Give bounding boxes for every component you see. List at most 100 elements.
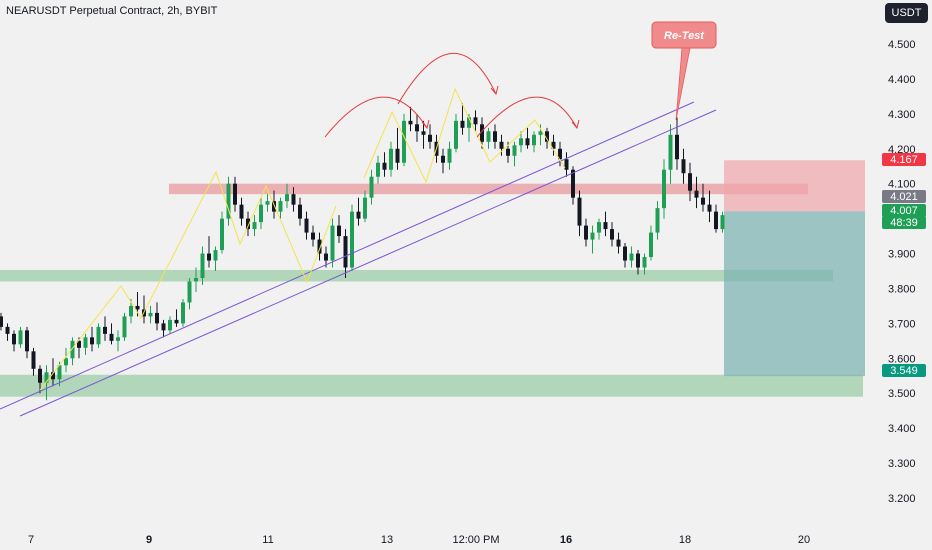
candle[interactable] xyxy=(25,326,29,359)
stop-loss-box[interactable] xyxy=(724,160,865,212)
candle[interactable] xyxy=(148,305,153,324)
candle[interactable] xyxy=(441,148,445,174)
candle[interactable] xyxy=(252,215,257,237)
candle[interactable] xyxy=(460,103,465,135)
candle[interactable] xyxy=(382,152,387,177)
candle[interactable] xyxy=(324,246,328,268)
candle[interactable] xyxy=(655,201,660,240)
candle[interactable] xyxy=(519,131,523,153)
wave-pattern-left[interactable] xyxy=(39,170,337,391)
candle[interactable] xyxy=(610,222,614,247)
candle[interactable] xyxy=(499,134,504,156)
candle[interactable] xyxy=(317,232,322,261)
candle[interactable] xyxy=(200,246,205,285)
candle[interactable] xyxy=(623,243,627,268)
candle[interactable] xyxy=(402,113,406,167)
candle[interactable] xyxy=(486,127,491,149)
candle[interactable] xyxy=(584,218,588,247)
candle[interactable] xyxy=(155,302,159,331)
candle[interactable] xyxy=(181,298,185,327)
candle[interactable] xyxy=(233,176,237,212)
candle[interactable] xyxy=(122,312,127,341)
candle[interactable] xyxy=(603,211,608,237)
curved-arrow[interactable] xyxy=(397,53,497,105)
candle[interactable] xyxy=(681,148,686,184)
candle[interactable] xyxy=(207,236,211,268)
candle[interactable] xyxy=(64,347,68,373)
candle[interactable] xyxy=(629,246,634,268)
candle[interactable] xyxy=(415,113,419,142)
candle[interactable] xyxy=(473,110,478,132)
candle[interactable] xyxy=(213,246,218,271)
candle[interactable] xyxy=(714,204,718,233)
candle[interactable] xyxy=(0,312,3,331)
candle[interactable] xyxy=(389,141,393,177)
candle[interactable] xyxy=(337,215,341,244)
curved-arrow[interactable] xyxy=(476,96,578,138)
candle[interactable] xyxy=(538,124,543,146)
candle[interactable] xyxy=(96,323,101,348)
currency-button[interactable]: USDT xyxy=(885,3,928,23)
candle[interactable] xyxy=(525,127,530,149)
candle[interactable] xyxy=(707,190,712,223)
candle[interactable] xyxy=(343,229,348,278)
candle[interactable] xyxy=(220,211,224,254)
candle[interactable] xyxy=(109,323,114,345)
candle[interactable] xyxy=(44,365,49,401)
candle[interactable] xyxy=(168,316,172,334)
candle[interactable] xyxy=(278,197,283,219)
channel-upper-line[interactable] xyxy=(0,101,695,410)
candle[interactable] xyxy=(31,347,36,376)
candle[interactable] xyxy=(577,190,582,237)
candle[interactable] xyxy=(83,333,88,355)
candle[interactable] xyxy=(70,337,75,366)
price-axis[interactable] xyxy=(868,0,932,550)
channel-lower-line[interactable] xyxy=(19,109,717,417)
candle[interactable] xyxy=(5,323,10,341)
re-test-callout[interactable]: Re-Test xyxy=(651,21,717,121)
candle[interactable] xyxy=(369,169,374,205)
candle[interactable] xyxy=(226,176,231,226)
candle[interactable] xyxy=(12,330,16,352)
candle[interactable] xyxy=(246,211,250,237)
candle[interactable] xyxy=(395,127,400,170)
candle[interactable] xyxy=(590,225,595,254)
candle[interactable] xyxy=(304,211,309,240)
candle[interactable] xyxy=(265,194,270,212)
candle[interactable] xyxy=(428,124,432,149)
candle[interactable] xyxy=(668,124,673,184)
candle[interactable] xyxy=(701,183,705,212)
candle[interactable] xyxy=(18,326,23,348)
candle[interactable] xyxy=(421,120,426,149)
candle[interactable] xyxy=(688,162,692,202)
candle[interactable] xyxy=(616,232,621,254)
candle[interactable] xyxy=(675,117,679,170)
curved-arrow[interactable] xyxy=(324,96,428,138)
candle[interactable] xyxy=(720,211,725,233)
candle[interactable] xyxy=(493,124,497,149)
head-shoulders-pattern[interactable] xyxy=(363,87,566,184)
candle[interactable] xyxy=(129,298,133,324)
candle[interactable] xyxy=(90,326,94,352)
candle[interactable] xyxy=(649,225,653,261)
candle[interactable] xyxy=(597,218,601,240)
candle[interactable] xyxy=(161,319,166,338)
candle[interactable] xyxy=(311,225,315,247)
candle[interactable] xyxy=(636,250,640,275)
candle[interactable] xyxy=(564,152,569,177)
candle[interactable] xyxy=(480,117,484,149)
candle[interactable] xyxy=(194,267,198,292)
candle[interactable] xyxy=(447,141,452,170)
candle[interactable] xyxy=(291,187,296,212)
candle[interactable] xyxy=(558,141,562,167)
candle[interactable] xyxy=(259,197,263,230)
candle[interactable] xyxy=(330,218,335,268)
candle[interactable] xyxy=(408,106,413,132)
candle[interactable] xyxy=(376,155,380,184)
candle[interactable] xyxy=(187,277,192,310)
candle[interactable] xyxy=(694,176,699,209)
candle[interactable] xyxy=(532,131,536,153)
candle[interactable] xyxy=(551,134,556,156)
candle[interactable] xyxy=(454,113,458,153)
